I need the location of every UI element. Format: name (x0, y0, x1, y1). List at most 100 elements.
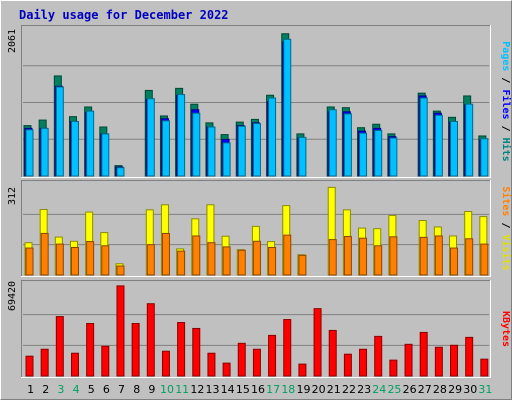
bar-sites-day-16 (252, 240, 261, 276)
bar-sites-day-9 (146, 244, 155, 276)
x-tick-label-day-16: 16 (251, 383, 265, 396)
panel-hits_files_pages-legend: Pages / Files / Hits (500, 41, 512, 161)
bar-sites-day-14 (222, 246, 231, 276)
bar-kbytes-day-18 (283, 319, 292, 377)
bar-kbytes-day-5 (86, 323, 95, 377)
bar-pages-day-27 (419, 97, 428, 177)
bar-pages-day-3 (55, 86, 64, 177)
bar-kbytes-day-30 (465, 336, 474, 377)
bar-sites-day-24 (374, 245, 383, 276)
bar-pages-day-22 (343, 113, 352, 177)
bar-pages-day-23 (359, 132, 368, 177)
bar-kbytes-day-29 (450, 344, 459, 377)
bar-sites-day-19 (298, 254, 307, 276)
bar-pages-day-16 (252, 123, 261, 177)
x-tick-label-day-2: 2 (42, 383, 49, 396)
bar-sites-day-6 (101, 245, 110, 276)
bar-sites-day-23 (359, 237, 368, 276)
bar-pages-day-2 (40, 127, 49, 177)
bar-sites-day-31 (480, 243, 489, 276)
bar-kbytes-day-22 (343, 353, 352, 377)
panel-kbytes-legend: KBytes (500, 311, 511, 347)
x-tick-label-day-28: 28 (433, 383, 447, 396)
bar-kbytes-day-3 (55, 316, 64, 377)
bar-pages-day-6 (101, 133, 110, 177)
panel-visits_sites-legend: Sites / Visits (500, 186, 512, 270)
bar-pages-day-4 (70, 120, 79, 177)
bar-pages-day-11 (177, 94, 186, 177)
x-tick-label-day-24: 24 (372, 383, 386, 396)
bar-kbytes-day-16 (252, 348, 261, 377)
x-tick-label-day-27: 27 (418, 383, 432, 396)
chart-title: Daily usage for December 2022 (19, 8, 229, 22)
x-tick-label-day-21: 21 (327, 383, 341, 396)
x-tick-label-day-12: 12 (190, 383, 204, 396)
bar-pages-day-12 (192, 112, 201, 177)
x-tick-label-day-29: 29 (448, 383, 462, 396)
legend-entry: Hits (500, 138, 512, 162)
bar-sites-day-18 (283, 234, 292, 276)
x-tick-label-day-26: 26 (403, 383, 417, 396)
bar-sites-day-1 (25, 247, 34, 276)
x-tick-label-day-19: 19 (296, 383, 310, 396)
bar-kbytes-day-8 (131, 323, 140, 377)
x-tick-label-day-13: 13 (206, 383, 220, 396)
x-tick-label-day-10: 10 (160, 383, 174, 396)
bar-kbytes-day-20 (313, 308, 322, 377)
bar-pages-day-30 (465, 103, 474, 177)
panel-kbytes-ymax-label: 69420 (7, 281, 18, 311)
bar-sites-day-22 (343, 236, 352, 276)
bar-pages-day-13 (207, 126, 216, 177)
legend-entry: Pages (500, 41, 511, 71)
bar-sites-day-12 (192, 235, 201, 276)
bar-sites-day-2 (40, 232, 49, 276)
bar-sites-day-30 (465, 238, 474, 276)
bar-kbytes-day-2 (40, 348, 49, 377)
bar-kbytes-day-28 (434, 346, 443, 377)
legend-entry: / (500, 216, 511, 234)
bar-sites-day-15 (237, 249, 246, 276)
bar-sites-day-28 (434, 235, 443, 276)
x-tick-label-day-31: 31 (478, 383, 492, 396)
bar-kbytes-day-15 (237, 342, 246, 377)
x-tick-label-day-22: 22 (342, 383, 356, 396)
x-tick-label-day-25: 25 (387, 383, 401, 396)
x-tick-label-day-6: 6 (103, 383, 110, 396)
bar-kbytes-day-31 (480, 358, 489, 377)
bar-kbytes-day-11 (177, 322, 186, 377)
x-tick-label-day-7: 7 (118, 383, 125, 396)
bar-kbytes-day-21 (328, 329, 337, 377)
bar-kbytes-day-26 (404, 343, 413, 377)
legend-entry: KBytes (500, 311, 511, 347)
x-tick-label-day-4: 4 (73, 383, 80, 396)
bar-kbytes-day-23 (359, 348, 368, 377)
bar-kbytes-day-6 (101, 345, 110, 377)
bar-sites-day-4 (70, 246, 79, 276)
bar-pages-day-29 (450, 120, 459, 177)
bar-kbytes-day-1 (25, 355, 34, 377)
bar-kbytes-day-9 (146, 303, 155, 377)
bar-pages-day-21 (328, 109, 337, 177)
panel-visits_sites-ymax-label: 312 (7, 187, 18, 205)
x-tick-label-day-1: 1 (27, 383, 34, 396)
bar-kbytes-day-19 (298, 363, 307, 377)
x-tick-label-day-14: 14 (221, 383, 235, 396)
bar-pages-day-28 (434, 114, 443, 177)
bar-sites-day-11 (177, 250, 186, 276)
bar-sites-day-29 (450, 247, 459, 276)
bar-kbytes-day-14 (222, 362, 231, 377)
bar-pages-day-9 (146, 98, 155, 177)
bar-sites-day-7 (116, 265, 125, 276)
bar-pages-day-24 (374, 129, 383, 177)
bar-pages-day-7 (116, 167, 125, 177)
bar-kbytes-day-12 (192, 327, 201, 377)
x-tick-label-day-8: 8 (133, 383, 140, 396)
bar-sites-day-13 (207, 242, 216, 276)
x-tick-label-day-20: 20 (312, 383, 326, 396)
x-tick-label-day-30: 30 (463, 383, 477, 396)
bar-kbytes-day-17 (268, 334, 277, 377)
legend-entry: Files (500, 89, 512, 119)
bar-sites-day-27 (419, 236, 428, 276)
legend-entry: Sites (500, 186, 512, 216)
